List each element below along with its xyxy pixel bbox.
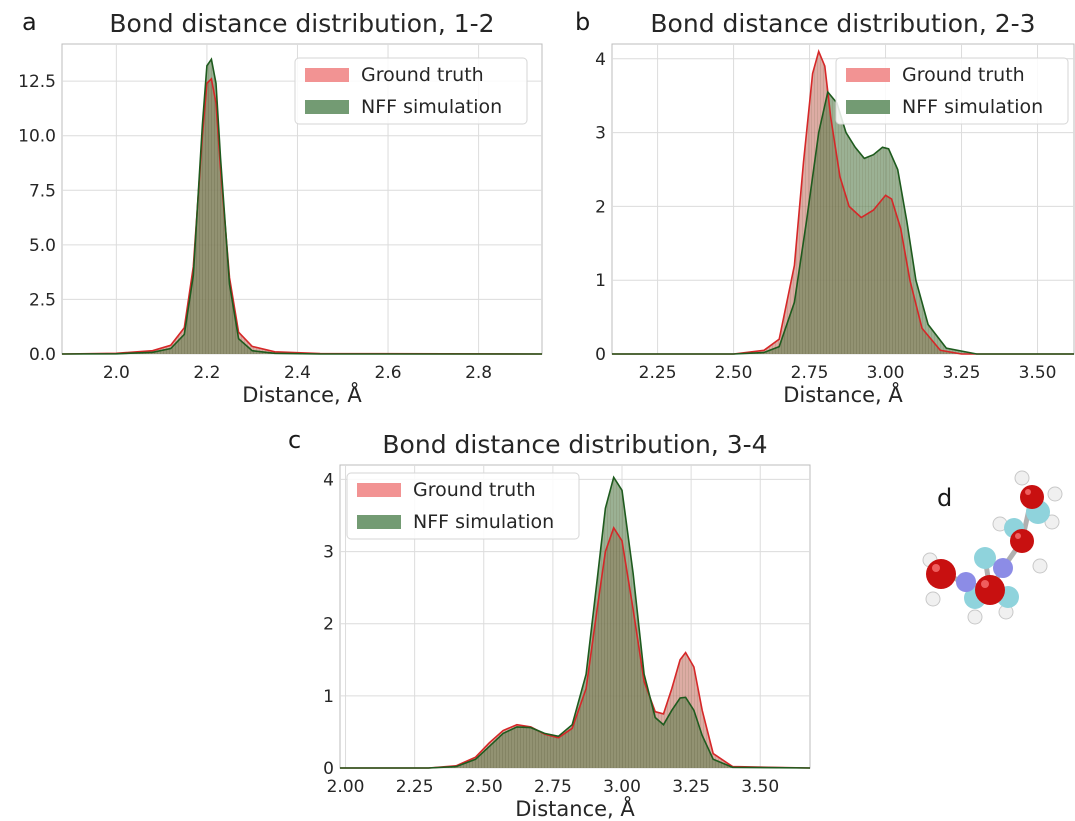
legend-label: Ground truth [413,479,536,501]
series-bars-nff-simulation [612,92,1074,354]
x-tick-label: 3.50 [741,777,779,797]
x-tick-label: 3.25 [943,363,981,383]
oxygen-highlight [1015,533,1021,539]
y-tick-label: 1 [595,271,606,291]
y-tick-label: 3 [323,543,334,563]
y-tick-label: 5.0 [29,236,56,256]
oxygen-highlight [1025,489,1031,495]
y-tick-label: 3 [595,124,606,144]
chart-panel-c: 2.00 2.25 2.50 2.75 3.00 3.25 3.50 0 1 2 3 4 Bond di… [323,430,811,821]
x-tick-label: 2.2 [193,363,220,383]
y-tick-label: 12.5 [18,72,56,92]
y-tick-label: 0 [323,759,334,779]
legend-box [294,57,528,125]
x-tick-label: 2.75 [791,363,829,383]
oxygen-highlight [981,580,989,588]
x-tick-label: 3.25 [672,777,710,797]
y-tick-label: 2 [595,197,606,217]
hydrogen-atom [925,591,941,607]
chart-title: Bond distance distribution, 2-3 [650,9,1035,38]
chart-panel-a: 2.0 2.2 2.4 2.6 2.8 0.0 2.5 5.0 7.5 10.0 12.5 Bond … [18,9,543,407]
x-tick-label: 2.8 [465,363,492,383]
hydrogen-atom [1032,558,1048,574]
x-tick-label: 2.50 [465,777,503,797]
y-tick-label: 2 [323,615,334,635]
oxygen-atom [1010,529,1034,553]
nitrogen-atom [993,558,1013,578]
oxygen-highlight [932,564,940,572]
x-tick-label: 3.50 [1019,363,1057,383]
y-tick-label: 1 [323,687,334,707]
legend-label: Ground truth [361,64,484,86]
panel-label-b: b [575,8,590,36]
legend-swatch [846,68,890,82]
hydrogen-atom [1047,486,1063,502]
panel-label-d: d [937,484,952,512]
nitrogen-atom [956,572,976,592]
legend-swatch [305,68,349,82]
x-tick-label: 2.50 [715,363,753,383]
y-tick-label: 0.0 [29,345,56,365]
molecule-illustration [922,470,1063,625]
hydrogen-atom [1014,470,1030,486]
series-line-ground-truth [61,77,543,355]
y-tick-label: 7.5 [29,181,56,201]
x-tick-label: 3.00 [603,777,641,797]
series-line-nff-simulation [612,90,1074,355]
legend-label: NFF simulation [361,96,502,118]
hydrogen-atom [967,609,983,625]
y-tick-label: 10.0 [18,127,56,147]
y-tick-label: 2.5 [29,290,56,310]
y-tick-label: 4 [323,470,334,490]
carbon-atom [974,547,996,569]
y-tick-label: 4 [595,50,606,70]
legend-swatch [357,515,401,529]
x-tick-label: 2.00 [327,777,365,797]
x-tick-label: 2.6 [375,363,402,383]
x-tick-label: 2.25 [396,777,434,797]
panel-label-c: c [288,426,301,454]
y-tick-label: 0 [595,345,606,365]
chart-panel-b: 2.25 2.50 2.75 3.00 3.25 3.50 0 1 2 3 4 Bond distan… [595,9,1075,407]
series-line-ground-truth [612,48,1074,355]
series-line-nff-simulation [61,57,542,355]
legend-box [835,57,1069,125]
x-axis-label: Distance, Å [242,381,362,407]
legend-box [346,472,580,540]
oxygen-atom [926,559,956,589]
series-line-ground-truth [340,525,811,769]
legend-label: Ground truth [902,64,1025,86]
x-axis-label: Distance, Å [515,795,635,821]
legend-swatch [846,100,890,114]
x-tick-label: 2.0 [103,363,130,383]
x-axis-label: Distance, Å [783,381,903,407]
legend-label: NFF simulation [413,511,554,533]
oxygen-atom [975,575,1005,605]
oxygen-atom [1020,485,1044,509]
x-tick-label: 3.00 [867,363,905,383]
chart-title: Bond distance distribution, 1-2 [109,9,494,38]
x-tick-label: 2.75 [534,777,572,797]
legend-swatch [305,100,349,114]
series-line-nff-simulation [340,475,811,769]
legend-label: NFF simulation [902,96,1043,118]
panel-label-a: a [22,8,37,36]
chart-title: Bond distance distribution, 3-4 [382,430,767,459]
x-tick-label: 2.4 [284,363,311,383]
legend-swatch [357,483,401,497]
hydrogen-atom [1044,514,1060,530]
x-tick-label: 2.25 [639,363,677,383]
